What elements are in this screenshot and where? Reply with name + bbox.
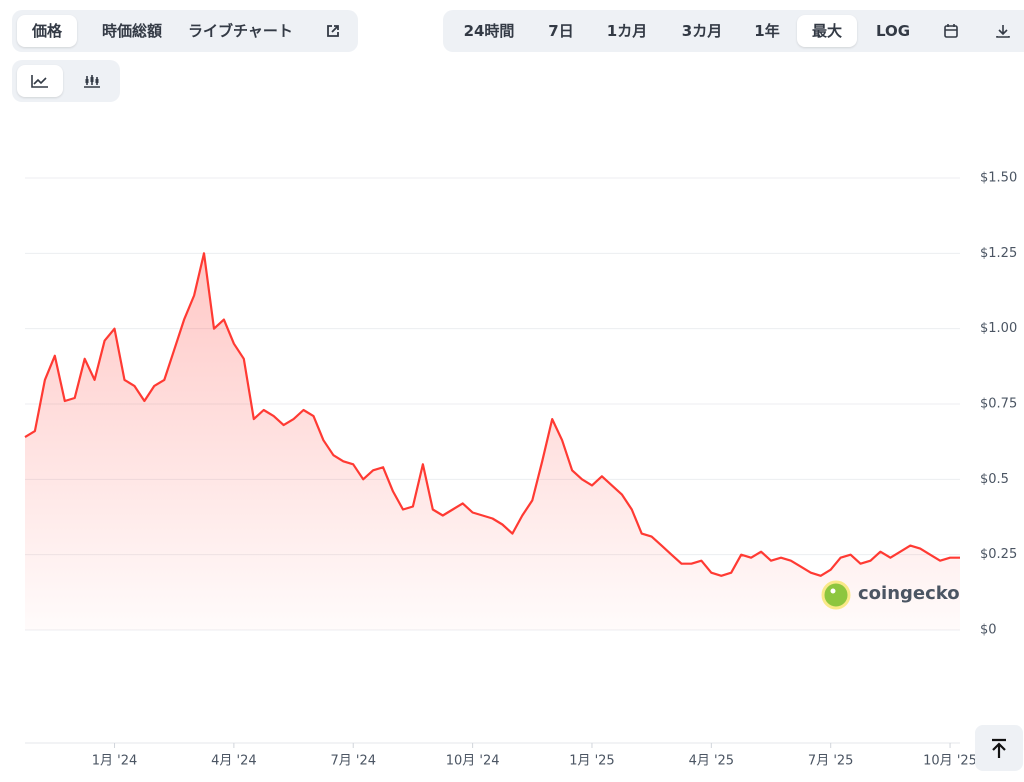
x-tick-label: 7月 '25 [808, 754, 854, 769]
x-tick-label: 1月 '24 [92, 754, 138, 769]
y-tick-label: $0.75 [980, 397, 1017, 412]
x-tick-label: 10月 '25 [923, 754, 977, 769]
tab[interactable]: 価格 [17, 15, 77, 47]
watermark: coingecko [821, 580, 960, 610]
log-button[interactable]: LOG [875, 22, 911, 40]
y-tick-label: $1.25 [980, 246, 1017, 261]
y-tick-label: $0.25 [980, 547, 1017, 562]
line-style-button[interactable] [17, 65, 63, 97]
x-tick-label: 4月 '25 [689, 754, 735, 769]
y-tick-label: $1.00 [980, 321, 1017, 336]
range-button[interactable]: 7日 [548, 22, 574, 40]
external-link-icon [327, 25, 339, 37]
y-tick-label: $0 [980, 623, 997, 638]
download-button[interactable] [983, 15, 1023, 47]
x-tick-label: 7月 '24 [330, 754, 376, 769]
chart-style [12, 60, 120, 102]
candle-style-button[interactable] [69, 65, 115, 97]
view-tabs: 価格 時価総額 ライブチャート [12, 10, 358, 52]
x-tick-label: 10月 '24 [446, 754, 500, 769]
y-tick-label: $1.50 [980, 171, 1017, 186]
range-button[interactable]: 1年 [754, 22, 780, 40]
tab[interactable]: 時価総額 [101, 22, 162, 40]
x-tick-label: 4月 '24 [211, 754, 257, 769]
watermark-text: coingecko [858, 583, 960, 604]
range-button[interactable]: 最大 [797, 15, 857, 47]
calendar-button[interactable] [931, 15, 971, 47]
area-fill [25, 253, 960, 631]
range-button[interactable]: 24時間 [463, 22, 515, 40]
x-tick-label: 1月 '25 [569, 754, 615, 769]
tab[interactable]: ライブチャート [188, 22, 293, 40]
range-button[interactable]: 1カ月 [606, 22, 648, 40]
range-button[interactable]: 3カ月 [681, 22, 723, 40]
range-tabs: 24時間 7日 1カ月 3カ月 1年 最大 LOG [443, 10, 1024, 52]
scroll-top-button[interactable] [975, 725, 1023, 771]
price-line [24, 252, 960, 577]
y-tick-label: $0.5 [980, 472, 1009, 487]
